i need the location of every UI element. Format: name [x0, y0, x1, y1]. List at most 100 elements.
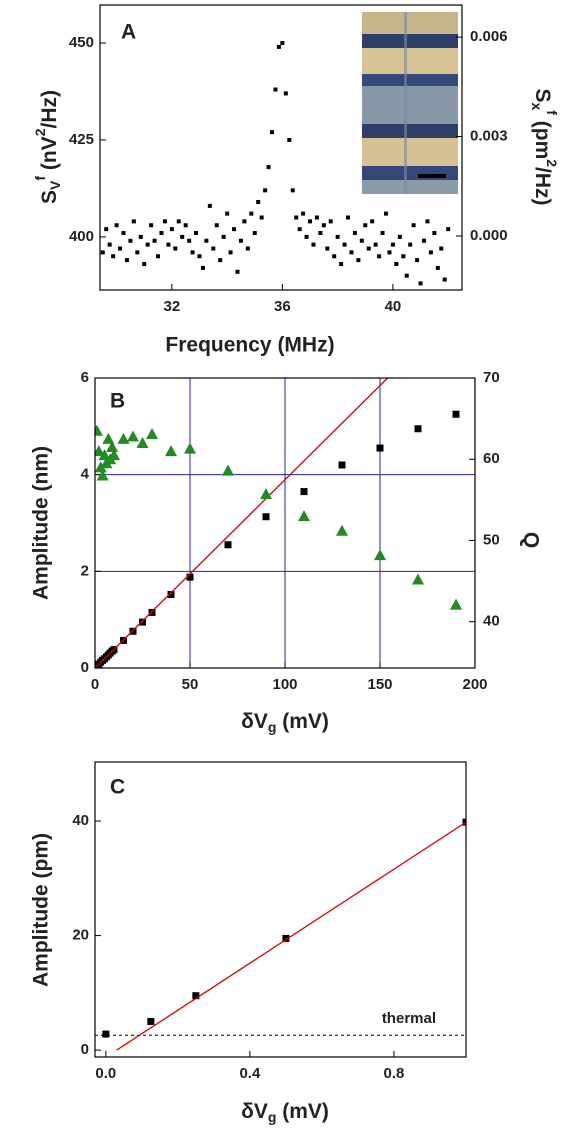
- plot-frame: [99, 4, 463, 291]
- data-point: [404, 273, 409, 278]
- data-point: [401, 254, 406, 259]
- x-tick-label: 150: [367, 676, 392, 693]
- data-point: [114, 223, 119, 228]
- x-tick-label: 0.8: [384, 1065, 405, 1082]
- x-axis-label: δVg (mV): [241, 1100, 329, 1125]
- fit-line: [95, 378, 389, 668]
- data-point: [435, 265, 440, 270]
- data-point: [373, 242, 378, 247]
- y2-axis-label: Sxf (pm2/Hz): [529, 88, 560, 205]
- data-point: [104, 227, 109, 232]
- data-point: [169, 227, 174, 232]
- data-point: [287, 137, 292, 142]
- y-axis-label: SVf (nV2/Hz): [32, 90, 63, 204]
- data-point: [162, 219, 167, 224]
- label-part: (mV): [276, 710, 329, 733]
- data-point: [156, 254, 161, 259]
- x-tick-label: 200: [462, 676, 487, 693]
- x-tick-label: 32: [164, 298, 181, 315]
- data-point: [242, 219, 247, 224]
- data-point: [450, 598, 462, 610]
- plot-area: [100, 41, 451, 286]
- y2-tick-label: 0.006: [470, 28, 508, 45]
- data-point: [249, 211, 254, 216]
- label-part: f: [544, 110, 560, 115]
- data-point: [200, 265, 205, 270]
- data-point: [207, 203, 212, 208]
- data-point: [376, 444, 384, 452]
- data-point: [98, 449, 111, 461]
- data-point: [439, 246, 444, 251]
- x-tick-label: 40: [385, 298, 402, 315]
- data-point: [294, 215, 299, 220]
- data-point: [276, 44, 281, 49]
- x-tick-label: 0.4: [239, 1065, 261, 1082]
- data-point: [380, 231, 385, 235]
- data-point: [95, 424, 103, 436]
- data-point: [96, 469, 109, 481]
- data-point: [111, 254, 116, 259]
- plot-frame: [94, 377, 476, 669]
- data-point: [135, 250, 140, 255]
- data-point: [259, 215, 264, 220]
- data-point: [290, 188, 295, 193]
- data-point: [338, 461, 346, 469]
- data-point: [165, 445, 177, 457]
- label-part: /Hz): [531, 167, 554, 206]
- data-point: [321, 223, 326, 228]
- data-point: [102, 432, 115, 444]
- data-point: [282, 934, 290, 942]
- data-point: [218, 258, 223, 263]
- data-point: [325, 246, 330, 251]
- plot-area: [102, 818, 466, 1051]
- data-point: [412, 573, 424, 585]
- data-point: [145, 242, 150, 247]
- data-point: [221, 234, 226, 239]
- y-axis-label: Amplitude (pm): [30, 833, 53, 987]
- data-point: [118, 246, 123, 251]
- data-point: [95, 461, 107, 473]
- data-point: [452, 410, 460, 418]
- data-point: [359, 238, 364, 243]
- plot-frame: [94, 761, 467, 1058]
- plot-area: [95, 378, 462, 668]
- reference-label: thermal: [382, 1010, 436, 1027]
- label-part: (nV: [38, 136, 61, 176]
- data-point: [260, 488, 272, 500]
- y2-tick-label: 40: [483, 613, 500, 630]
- y2-tick-label: 0.000: [470, 227, 508, 244]
- label-part: g: [268, 1109, 277, 1125]
- data-point: [301, 211, 306, 216]
- data-point: [442, 277, 447, 282]
- data-point: [390, 242, 395, 247]
- label-part: /Hz): [38, 90, 61, 129]
- data-point: [186, 573, 194, 581]
- data-point: [152, 238, 157, 243]
- data-point: [224, 541, 232, 549]
- data-point: [418, 281, 423, 286]
- data-point: [194, 231, 199, 235]
- label-part: g: [268, 719, 277, 735]
- data-point: [308, 219, 313, 224]
- label-part: δV: [241, 1100, 268, 1123]
- x-tick-label: 100: [272, 676, 297, 693]
- data-point: [184, 442, 196, 454]
- data-point: [394, 262, 399, 267]
- data-point: [121, 231, 126, 235]
- label-part: f: [32, 176, 48, 181]
- data-point: [211, 246, 216, 251]
- y-tick-label: 4: [81, 466, 90, 483]
- label-part: δV: [241, 710, 268, 733]
- y-tick-label: 40: [72, 812, 89, 829]
- label-part: (mV): [276, 1100, 329, 1123]
- data-point: [166, 242, 171, 247]
- data-point: [225, 211, 230, 216]
- data-point: [422, 238, 427, 243]
- data-point: [235, 269, 240, 274]
- data-point: [304, 234, 309, 239]
- data-point: [415, 258, 420, 263]
- data-point: [146, 428, 158, 440]
- y2-tick-label: 50: [483, 531, 500, 548]
- data-point: [335, 234, 340, 239]
- data-point: [136, 436, 149, 448]
